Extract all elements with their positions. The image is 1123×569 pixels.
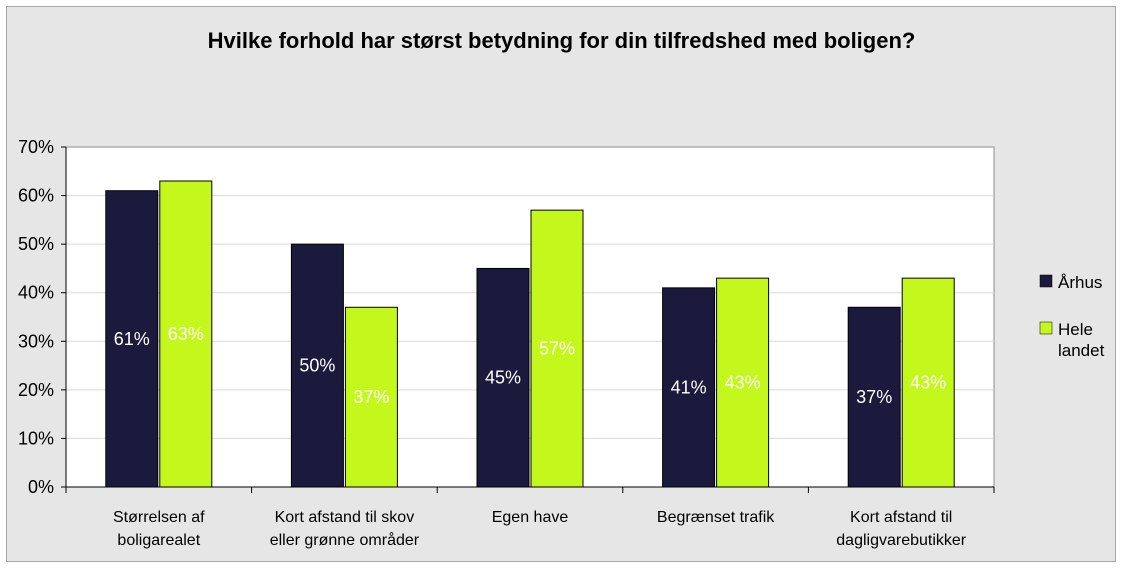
x-category-label: Størrelsen af <box>113 509 205 526</box>
y-tick-label: 70% <box>18 137 54 157</box>
y-tick-label: 20% <box>18 380 54 400</box>
chart-title: Hvilke forhold har størst betydning for … <box>207 28 916 53</box>
bar <box>716 277 770 488</box>
data-label: 41% <box>671 377 707 397</box>
bar <box>662 287 716 488</box>
bar <box>530 209 584 488</box>
bar <box>344 306 398 488</box>
bar <box>290 243 344 488</box>
plot-area <box>65 146 995 488</box>
y-tick-label: 10% <box>18 428 54 448</box>
data-label: 61% <box>114 329 150 349</box>
legend: Århus Hele landet <box>1039 273 1105 360</box>
y-tick-label: 60% <box>18 186 54 206</box>
data-label: 45% <box>485 368 521 388</box>
x-category-label: Egen have <box>492 509 569 526</box>
legend-label: Hele <box>1058 320 1093 339</box>
x-category-label: eller grønne områder <box>270 531 420 549</box>
data-label: 43% <box>910 373 946 393</box>
data-label: 63% <box>168 324 204 344</box>
legend-swatch <box>1039 274 1053 288</box>
data-label: 43% <box>725 373 761 393</box>
x-category-label: Begrænset trafik <box>657 509 775 526</box>
x-category-label: Kort afstand til skov <box>275 509 415 526</box>
bar <box>901 277 955 488</box>
y-tick-label: 0% <box>28 477 54 497</box>
data-label: 37% <box>856 387 892 407</box>
bar <box>847 306 901 488</box>
x-category-label: boligarealet <box>117 532 200 549</box>
data-label: 37% <box>353 387 389 407</box>
legend-swatch <box>1039 321 1053 335</box>
x-category-label: dagligvarebutikker <box>836 532 967 549</box>
bar <box>159 180 213 488</box>
data-label: 57% <box>539 339 575 359</box>
legend-label: landet <box>1058 341 1105 360</box>
data-label: 50% <box>299 356 335 376</box>
y-tick-label: 30% <box>18 331 54 351</box>
y-tick-label: 40% <box>18 283 54 303</box>
y-tick-label: 50% <box>18 234 54 254</box>
legend-label: Århus <box>1058 273 1102 292</box>
x-category-label: Kort afstand til <box>850 509 952 526</box>
bar <box>105 190 159 488</box>
bar <box>476 267 530 488</box>
